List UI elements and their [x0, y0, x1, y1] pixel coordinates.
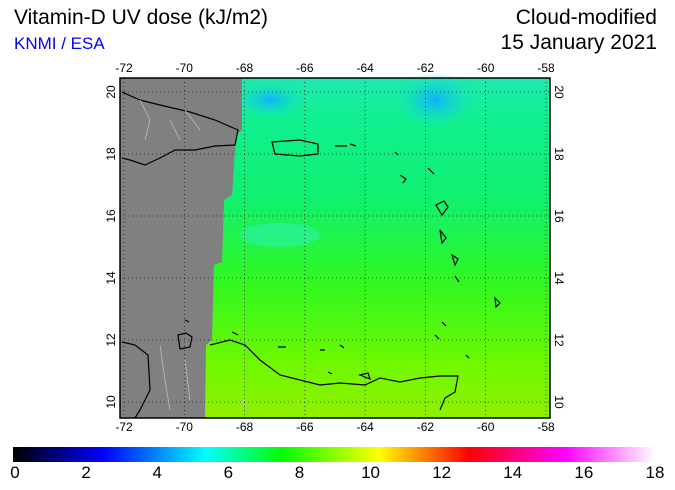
lon-tick-label-top: -66: [296, 61, 314, 75]
lon-tick-label-top: -60: [477, 61, 495, 75]
lon-tick-label-bottom: -62: [416, 420, 435, 434]
colorbar-tick-label: 18: [645, 463, 665, 482]
colorbar-tick-label: 0: [10, 463, 20, 482]
lon-tick-label-bottom: -68: [235, 420, 254, 434]
lon-tick-label-bottom: -60: [477, 420, 495, 434]
lon-tick-label-top: -68: [235, 61, 254, 75]
lon-tick-label-top: -70: [175, 61, 193, 75]
map-frame: [119, 77, 551, 419]
lat-tick-label: 14: [552, 271, 566, 285]
lon-tick-label-bottom: -70: [175, 420, 193, 434]
lat-tick-label: 18: [104, 147, 118, 161]
lon-tick-label-top: -64: [356, 61, 374, 75]
low-uv-patch: [235, 82, 305, 118]
colorbar-tick-label: 8: [294, 463, 305, 482]
colorbar-tick-label: 4: [152, 463, 162, 482]
grid-lines: [120, 78, 550, 418]
lon-tick-label-bottom: -72: [115, 420, 133, 434]
lat-tick-label: 12: [552, 333, 566, 347]
lon-tick-label-bottom: -66: [296, 420, 314, 434]
lon-tick-label-bottom: -58: [537, 420, 555, 434]
colorbar-tick-label: 16: [574, 463, 594, 482]
lat-tick-label: 20: [552, 85, 566, 99]
lat-tick-label: 14: [104, 271, 118, 285]
lat-tick-label: 10: [104, 395, 118, 409]
date-label: 15 January 2021: [500, 31, 657, 54]
colorbar-tick-label: 2: [81, 463, 91, 482]
lat-tick-label: 16: [552, 209, 566, 223]
colorbar-tick-label: 10: [361, 463, 381, 482]
mode-label: Cloud-modified: [515, 6, 657, 29]
colorbar-tick-label: 14: [503, 463, 523, 482]
credit-label: KNMI / ESA: [14, 34, 105, 53]
colorbar-tick-label: 6: [223, 463, 234, 482]
colorbar-tick-label: 12: [432, 463, 452, 482]
lon-tick-label-top: -58: [537, 61, 555, 75]
lat-tick-label: 20: [104, 85, 118, 99]
lat-tick-label: 12: [104, 333, 118, 347]
colorbar: [13, 447, 655, 462]
low-uv-patch: [395, 72, 475, 128]
lat-tick-label: 16: [104, 209, 118, 223]
map-title: Vitamin-D UV dose (kJ/m2): [14, 6, 269, 29]
lon-tick-label-top: -62: [416, 61, 435, 75]
lon-tick-label-top: -72: [115, 61, 133, 75]
lat-tick-label: 10: [552, 395, 566, 409]
lon-tick-label-bottom: -64: [356, 420, 374, 434]
coastlines: [121, 91, 501, 419]
borders: [139, 99, 301, 411]
uv-patch: [240, 223, 320, 247]
lat-tick-label: 18: [552, 147, 566, 161]
